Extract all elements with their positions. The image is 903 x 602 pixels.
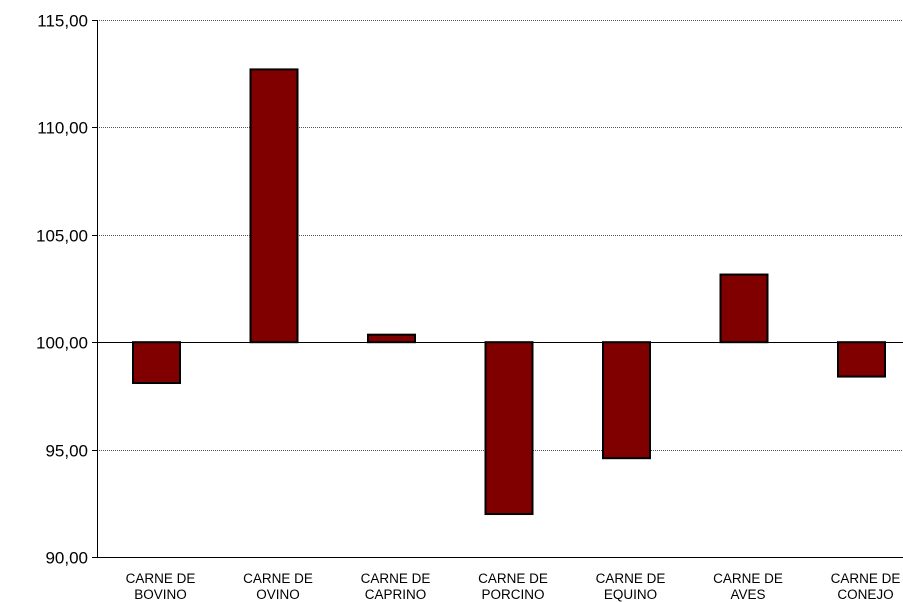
y-tick-label: 105,00 xyxy=(36,227,88,246)
x-category-label: CARNE DE xyxy=(361,571,431,586)
y-tick-label: 115,00 xyxy=(37,12,88,31)
x-category-label: PORCINO xyxy=(481,587,544,602)
x-category-label: BOVINO xyxy=(134,587,187,602)
bars xyxy=(132,68,886,516)
bar xyxy=(367,333,416,344)
x-category-label: CARNE DE xyxy=(831,571,901,586)
y-tick-label: 100,00 xyxy=(36,334,88,353)
bar xyxy=(602,341,651,460)
bar xyxy=(249,68,299,344)
x-category-label: CARNE DE xyxy=(126,571,196,586)
x-category-label: CARNE DE xyxy=(243,571,313,586)
x-category-label: CAPRINO xyxy=(365,587,427,602)
bar xyxy=(837,341,886,378)
x-category-label: EQUINO xyxy=(604,587,657,602)
x-category-label: CARNE DE xyxy=(713,571,783,586)
y-tick-label: 90,00 xyxy=(45,549,88,568)
y-tick-labels: 90,00 95,00 100,00 105,00 110,00 115,00 xyxy=(36,12,97,568)
bar xyxy=(484,341,534,516)
x-category-label: CONEJO xyxy=(837,587,893,602)
x-category-label: AVES xyxy=(730,587,765,602)
bar xyxy=(719,273,769,344)
x-category-label: CARNE DE xyxy=(596,571,666,586)
axes xyxy=(97,20,903,558)
y-tick-label: 110,00 xyxy=(37,119,88,138)
bar xyxy=(132,341,181,385)
x-category-label: CARNE DE xyxy=(478,571,548,586)
x-category-label: OVINO xyxy=(256,587,300,602)
y-tick-label: 95,00 xyxy=(45,442,88,461)
